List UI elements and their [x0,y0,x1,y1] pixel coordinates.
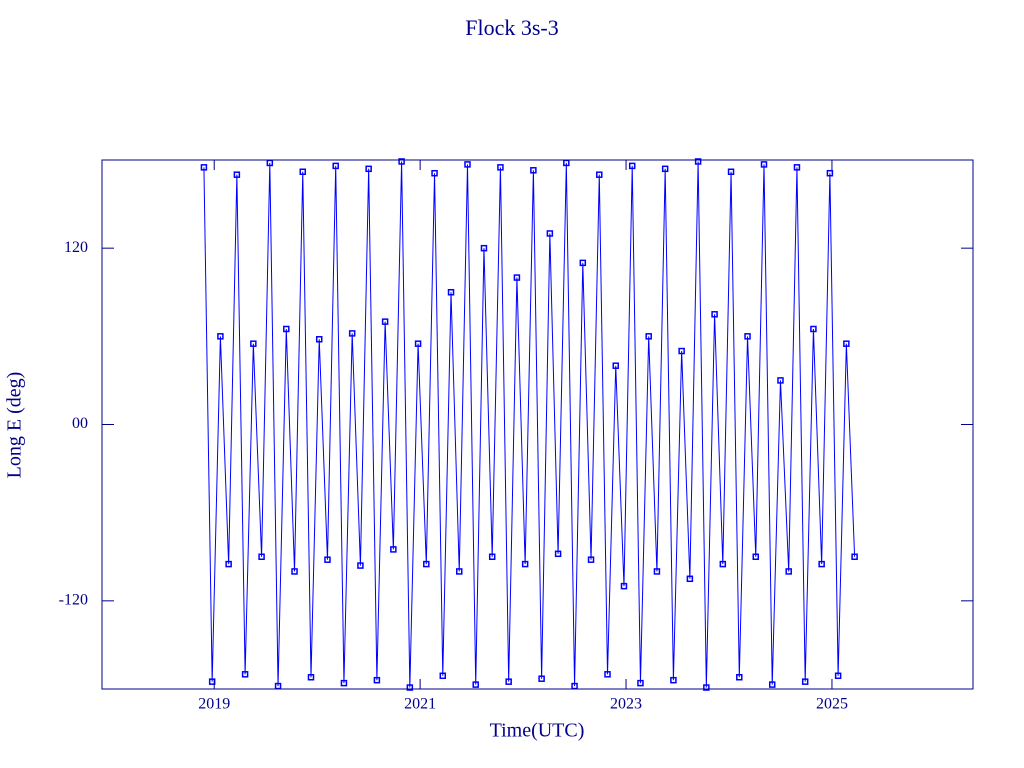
data-point [439,672,447,680]
data-point [447,289,455,296]
data-point [628,162,636,170]
data-point [785,568,792,575]
data-point [554,550,562,558]
chart-title: Flock 3s-3 [465,15,559,40]
data-point [431,169,438,177]
x-tick-label: 2021 [404,696,436,713]
data-point [315,336,323,343]
data-point [250,340,257,347]
data-point [233,171,241,178]
x-axis-label: Time(UTC) [490,720,585,742]
data-point [678,347,685,355]
data-point [604,671,611,678]
data-point [530,167,537,174]
data-point [299,168,307,176]
data-point [390,546,397,553]
data-point [694,158,702,165]
data-point [307,673,315,681]
data-point [381,318,389,325]
data-point [225,560,232,568]
data-point [703,684,710,691]
data-point [587,556,595,563]
data-point [645,333,652,340]
data-point [596,171,603,178]
x-tick-label: 2025 [816,696,848,713]
data-point [200,164,208,171]
data-point [414,340,422,347]
data-point [810,325,817,333]
data-point [283,325,290,333]
data-point [332,162,339,170]
data-point [818,560,825,568]
y-tick-label: 120 [64,239,88,256]
data-point [744,333,751,340]
data-point [357,562,364,569]
y-tick-label: 00 [72,415,88,432]
data-point [777,377,784,384]
data-point [217,333,224,340]
data-point [670,676,677,684]
data-point [521,560,529,568]
data-point [579,259,587,267]
y-tick-label: -120 [59,592,88,609]
data-point [637,679,644,687]
data-point [612,362,619,369]
data-point [752,553,760,560]
data-point [538,675,545,682]
data-point [340,679,348,687]
data-point [711,311,718,318]
data-point [456,568,463,575]
data-point [497,164,504,171]
data-point [505,678,512,685]
data-point [727,168,735,176]
data-point [365,165,372,173]
data-point [472,681,479,688]
x-tick-label: 2023 [610,696,642,713]
data-point [653,568,661,575]
data-point [406,684,414,691]
data-point [324,556,331,563]
data-point [348,330,356,337]
data-point [423,560,430,568]
data-point [620,582,628,590]
data-point [513,274,521,281]
data-point [768,681,776,688]
data-point [834,672,842,680]
data-point [686,575,694,583]
data-point [241,671,249,678]
data-point [373,676,381,684]
data-point [661,165,669,173]
data-point [719,560,727,568]
data-point [851,553,858,560]
data-point [843,340,850,347]
data-point [398,158,405,165]
data-point [801,678,809,685]
data-line [203,161,856,688]
data-point [488,553,496,560]
data-point [291,568,298,575]
data-point [793,164,801,171]
data-point [480,244,488,252]
y-axis-label: Long E (deg) [4,372,26,479]
data-point [546,230,554,237]
data-point [826,169,834,177]
data-point [464,161,471,168]
data-point [760,161,768,168]
data-point [258,553,265,560]
x-tick-label: 2019 [198,696,230,713]
data-point [736,673,743,681]
